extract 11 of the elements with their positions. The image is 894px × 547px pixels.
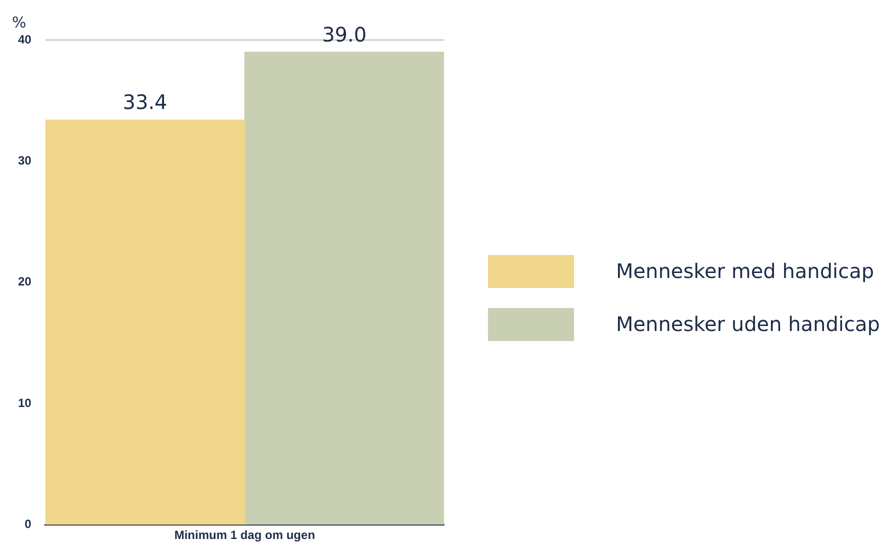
legend-label: Mennesker med handicap [616, 259, 874, 283]
y-tick-label: 40 [18, 32, 32, 46]
y-axis-title: % [12, 13, 26, 32]
y-tick-label: 0 [24, 516, 32, 531]
data-label: 33.4 [122, 90, 168, 114]
x-tick-label: Minimum 1 dag om ugen [174, 528, 316, 542]
y-tick-label: 30 [18, 153, 32, 168]
legend-label: Mennesker uden handicap [616, 312, 880, 336]
data-label: 39.0 [322, 22, 367, 46]
y-tick-label: 10 [18, 396, 32, 410]
y-tick-label: 20 [18, 274, 32, 289]
